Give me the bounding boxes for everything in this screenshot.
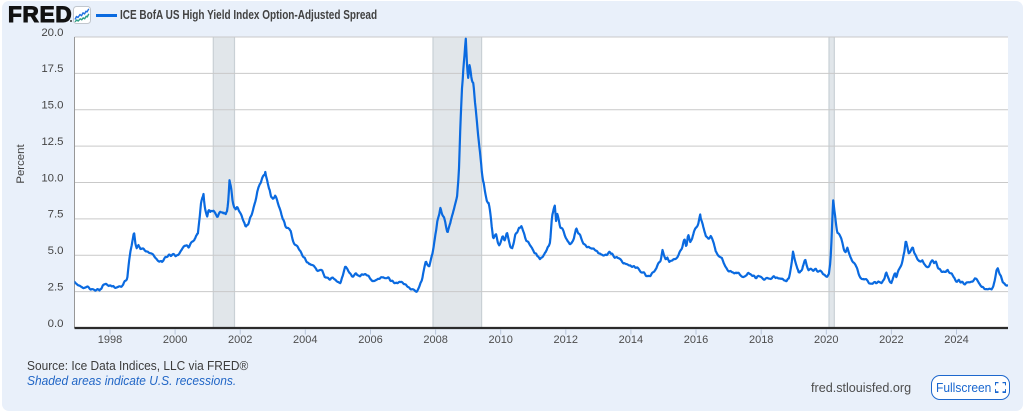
svg-text:0.0: 0.0 <box>48 318 64 330</box>
svg-text:1998: 1998 <box>98 334 122 346</box>
svg-text:2002: 2002 <box>228 334 252 346</box>
svg-text:2000: 2000 <box>163 334 187 346</box>
svg-text:20.0: 20.0 <box>41 27 63 39</box>
svg-text:2012: 2012 <box>554 334 578 346</box>
svg-text:2016: 2016 <box>684 334 708 346</box>
svg-text:Percent: Percent <box>15 144 27 184</box>
svg-text:5.0: 5.0 <box>48 245 64 257</box>
svg-text:2022: 2022 <box>879 334 903 346</box>
svg-text:2008: 2008 <box>423 334 447 346</box>
svg-text:2006: 2006 <box>358 334 382 346</box>
svg-text:2004: 2004 <box>293 334 317 346</box>
svg-text:17.5: 17.5 <box>41 63 63 75</box>
svg-text:7.5: 7.5 <box>48 209 64 221</box>
svg-text:15.0: 15.0 <box>41 100 63 112</box>
svg-text:12.5: 12.5 <box>41 136 63 148</box>
svg-text:2010: 2010 <box>488 334 512 346</box>
svg-text:2018: 2018 <box>749 334 773 346</box>
svg-text:2014: 2014 <box>619 334 643 346</box>
svg-text:2020: 2020 <box>814 334 838 346</box>
svg-text:2024: 2024 <box>944 334 968 346</box>
svg-text:10.0: 10.0 <box>41 172 63 184</box>
svg-text:2.5: 2.5 <box>48 281 64 293</box>
